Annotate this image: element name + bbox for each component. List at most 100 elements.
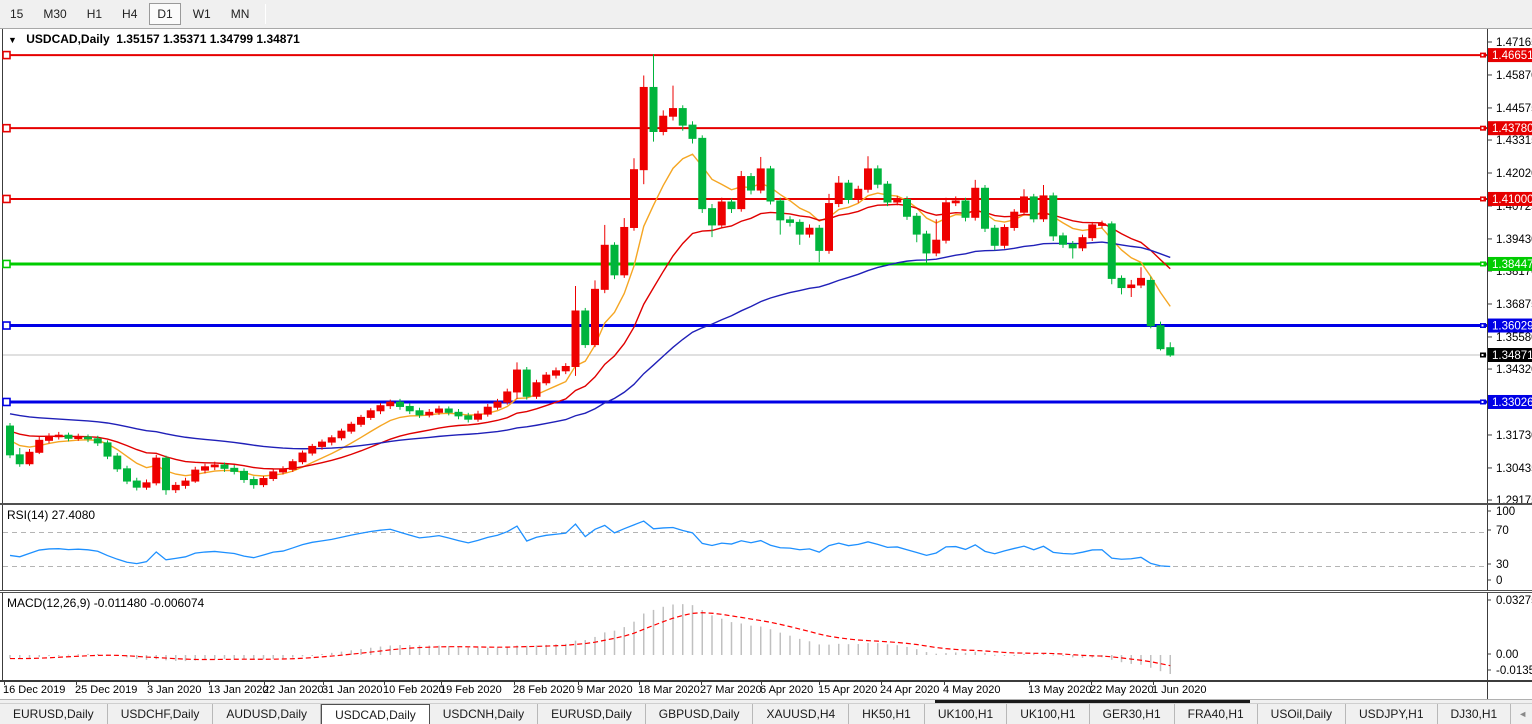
symbol-tab-usoil-daily[interactable]: USOil,Daily <box>1257 704 1347 724</box>
date-axis: 16 Dec 2019 25 Dec 2019 3 Jan 2020 13 Jan 2… <box>0 680 1532 699</box>
timeframe-button-h1[interactable]: H1 <box>86 7 103 21</box>
date-tick <box>1091 680 1092 685</box>
svg-text:1.33026: 1.33026 <box>1492 397 1532 409</box>
price-tick: 1.43315 <box>1496 135 1532 147</box>
price-line-badge <box>1488 394 1532 409</box>
svg-text:1.38447: 1.38447 <box>1492 259 1532 271</box>
price-tick: 1.39430 <box>1496 234 1532 246</box>
rsi-indicator-label: RSI(14) 27.4080 <box>7 508 96 522</box>
chart-symbol-label: USDCAD,Daily <box>26 32 110 46</box>
date-tick <box>639 680 640 685</box>
price-line-badge <box>1488 348 1532 363</box>
date-tick <box>881 680 882 685</box>
symbol-tab-eurusd-daily[interactable]: EURUSD,Daily <box>538 704 646 724</box>
date-tick <box>761 680 762 685</box>
price-line-badge <box>1488 48 1532 63</box>
hline-left-handle <box>2 259 11 269</box>
date-tick <box>578 680 579 685</box>
symbol-tab-usdcnh-daily[interactable]: USDCNH,Daily <box>429 704 539 724</box>
price-tick: 1.35580 <box>1496 332 1532 344</box>
date-tick <box>76 680 77 685</box>
MA-slow <box>9 241 1171 450</box>
chart-hscrollbar <box>0 699 1532 703</box>
symbol-tab-hk50-h1[interactable]: HK50,H1 <box>849 704 925 724</box>
price-tick: 1.47165 <box>1496 37 1532 49</box>
hline-left-handle <box>2 321 11 330</box>
date-label: 10 Feb 2020 <box>383 684 445 696</box>
date-label: 1 Jun 2020 <box>1152 684 1207 696</box>
macd-indicator-label: MACD(12,26,9) -0.011480 -0.006074 <box>7 596 205 610</box>
toolbar-separator <box>265 4 267 24</box>
chart-title[interactable]: ▼ USDCAD,Daily 1.35157 1.35371 1.34799 1… <box>8 32 300 46</box>
hline-left-handle <box>2 50 11 60</box>
date-label: 22 May 2020 <box>1090 684 1154 696</box>
price-line-badge <box>1488 256 1532 271</box>
symbol-tab-fra40-h1[interactable]: FRA40,H1 <box>1174 704 1258 724</box>
date-label: 25 Dec 2019 <box>75 684 138 696</box>
svg-text:70: 70 <box>1496 525 1509 537</box>
symbol-tab-xauusd-h4[interactable]: XAUUSD,H4 <box>753 704 850 724</box>
symbol-tabbar: EURUSD,Daily USDCHF,Daily AUDUSD,Daily USDC… <box>0 703 1532 724</box>
timeframe-button-15[interactable]: 15 <box>10 7 24 21</box>
date-tick <box>1153 680 1154 685</box>
date-tick <box>944 680 945 685</box>
symbol-tab-usdcad-daily[interactable]: USDCAD,Daily <box>321 704 430 724</box>
rsi-line <box>9 520 1171 568</box>
chart-hscrollbar-thumb[interactable] <box>935 700 1250 703</box>
symbol-tab-gbpusd-daily[interactable]: GBPUSD,Daily <box>645 704 754 724</box>
timeframe-button-mn[interactable]: MN <box>230 7 250 21</box>
symbol-tab-ger30-h1[interactable]: GER30,H1 <box>1089 704 1175 724</box>
price-line-badge <box>1488 318 1532 333</box>
price-tick: 1.36875 <box>1496 299 1532 311</box>
svg-text:1.41000: 1.41000 <box>1492 194 1532 206</box>
macd-signal-line <box>9 612 1171 667</box>
price-tick: 1.44575 <box>1496 103 1532 115</box>
date-tick <box>514 680 515 685</box>
price-chart-canvas[interactable]: 1.471651.458701.445751.433151.420201.407… <box>0 29 1532 503</box>
date-tick <box>819 680 820 685</box>
svg-text:0.00: 0.00 <box>1496 649 1518 661</box>
date-tick <box>441 680 442 685</box>
svg-text:-0.013586: -0.013586 <box>1496 665 1532 677</box>
date-tick <box>701 680 702 685</box>
tab-prev-arrow[interactable]: ◄ <box>1518 709 1528 719</box>
svg-text:30: 30 <box>1496 559 1509 571</box>
date-label: 13 May 2020 <box>1028 684 1092 696</box>
date-tick <box>323 680 324 685</box>
hline-left-handle <box>2 194 11 204</box>
hline-left-handle <box>2 123 11 133</box>
timeframe-button-m30[interactable]: M30 <box>43 7 67 21</box>
symbol-tab-dj30-h1[interactable]: DJ30,H1 <box>1437 704 1512 724</box>
date-label: 28 Feb 2020 <box>513 684 575 696</box>
rsi-panel-canvas[interactable]: 100 70 30 0 <box>0 505 1532 590</box>
date-label: 9 Mar 2020 <box>577 684 633 696</box>
date-label: 24 Apr 2020 <box>880 684 940 696</box>
candles-layer <box>6 54 1175 495</box>
svg-text:0: 0 <box>1496 575 1502 587</box>
timeframe-button-h4[interactable]: H4 <box>122 7 138 21</box>
symbol-tab-uk100-h1[interactable]: UK100,H1 <box>1007 704 1090 724</box>
symbol-tab-usdchf-daily[interactable]: USDCHF,Daily <box>107 704 214 724</box>
panel-separator[interactable] <box>0 590 1532 593</box>
date-label: 18 Mar 2020 <box>638 684 700 696</box>
date-label: 3 Jan 2020 <box>147 684 202 696</box>
date-label: 15 Apr 2020 <box>818 684 878 696</box>
chart-dropdown-icon[interactable]: ▼ <box>8 35 17 45</box>
price-line-badge <box>1488 191 1532 206</box>
symbol-tab-usdjpy-h1[interactable]: USDJPY,H1 <box>1346 704 1438 724</box>
date-label: 31 Jan 2020 <box>322 684 383 696</box>
price-tick: 1.31730 <box>1496 430 1532 442</box>
date-label: 13 Jan 2020 <box>208 684 269 696</box>
panel-separator[interactable] <box>0 503 1532 505</box>
price-tick: 1.34320 <box>1496 364 1532 376</box>
date-label: 6 Apr 2020 <box>760 684 814 696</box>
timeframe-button-w1[interactable]: W1 <box>192 7 211 21</box>
hline-left-handle <box>2 397 11 407</box>
timeframe-button-d1[interactable]: D1 <box>149 3 181 25</box>
date-label: 16 Dec 2019 <box>3 684 66 696</box>
symbol-tab-audusd-daily[interactable]: AUDUSD,Daily <box>213 704 322 724</box>
macd-panel-canvas[interactable]: 0.032754 0.00 -0.013586 <box>0 593 1532 680</box>
symbol-tab-eurusd-daily[interactable]: EURUSD,Daily <box>0 704 108 724</box>
axis-corner-line <box>1487 682 1488 699</box>
symbol-tab-uk100-h1[interactable]: UK100,H1 <box>924 704 1008 724</box>
